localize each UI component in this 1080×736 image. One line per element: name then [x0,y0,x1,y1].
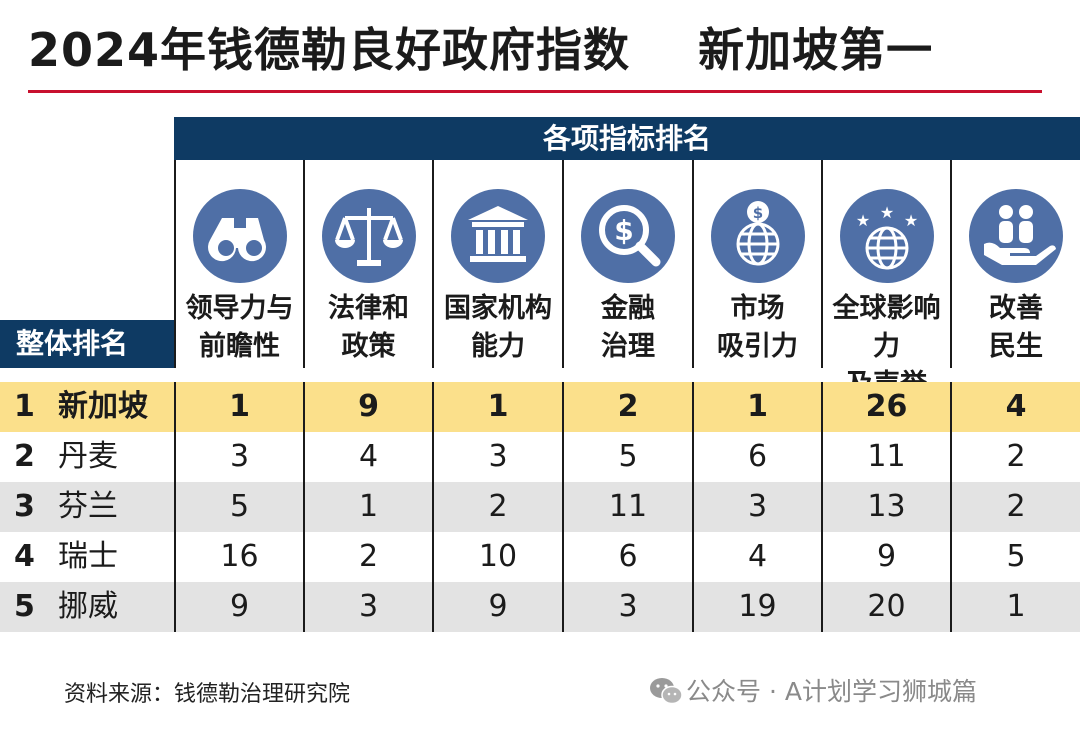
rank-cell: 2 [303,532,432,582]
country-name: 瑞士 [58,539,118,574]
binoculars-icon [192,189,287,283]
globe-stars-icon: ★ ★ ★ [839,189,934,283]
indicator-label: 改善 民生 [952,290,1080,366]
overall-rank: 4 [14,539,35,574]
globe-dollar-icon: $ [710,189,805,283]
indicator-label-line: 金融 [601,293,655,324]
rank-cell: 5 [950,532,1080,582]
rank-cell: 5 [174,482,303,532]
overall-rank-header: 整体排名 [0,320,174,368]
rank-cell: 13 [821,482,950,532]
rank-cell: 1 [950,582,1080,632]
indicator-label: 领导力与 前瞻性 [176,290,303,366]
indicator-label-line: 市场 [730,293,785,324]
rank-cell: 3 [303,582,432,632]
rank-cell: 1 [174,382,303,432]
page-title: 2024年钱德勒良好政府指数 新加坡第一 [28,23,934,77]
rank-cell: 3 [692,482,821,532]
rank-cell: 3 [432,432,562,482]
indicator-column: 国家机构 能力 [432,160,562,368]
indicator-label-line: 治理 [601,331,655,362]
rank-cell: 3 [562,582,692,632]
rank-cell: 3 [174,432,303,482]
rank-cell: 26 [821,382,950,432]
rank-cell: 4 [950,382,1080,432]
source-note: 资料来源：钱德勒治理研究院 [64,682,351,707]
people-hand-icon [969,189,1063,283]
rank-cell: 1 [692,382,821,432]
indicator-label: 市场 吸引力 [694,290,821,366]
rank-cell: 1 [303,482,432,532]
indicator-column: $ 市场吸引力 [692,160,821,368]
indicator-label-line: 前瞻性 [199,331,280,362]
indicator-label-line: 全球影响力 [832,293,941,362]
country-name: 芬兰 [58,489,118,524]
table-row: 2 丹麦 3 4 3 5 6 11 2 [0,432,1080,482]
rank-cell: 10 [432,532,562,582]
indicator-label: 法律和 政策 [305,290,432,366]
rank-cell: 6 [562,532,692,582]
overall-rank: 5 [14,589,35,624]
rank-cell: 11 [821,432,950,482]
country-name: 挪威 [58,589,118,624]
indicator-label-line: 能力 [471,331,525,362]
indicator-column: 领导力与 前瞻性 [174,160,303,368]
indicator-label-line: 吸引力 [717,331,798,362]
indicator-header-bar: 各项指标排名 [174,117,1080,160]
rank-cell: 11 [562,482,692,532]
indicator-label-line: 国家机构 [444,293,552,324]
scales-icon [321,189,416,283]
country-name: 丹麦 [58,439,118,474]
svg-text:★: ★ [879,203,893,222]
indicator-label: 金融 治理 [564,290,692,366]
rank-cell: 9 [432,582,562,632]
svg-text:★: ★ [903,211,917,230]
rank-cell: 9 [821,532,950,582]
rank-cell: 2 [950,482,1080,532]
svg-text:★: ★ [855,211,869,230]
svg-text:$: $ [752,204,762,222]
indicator-label-line: 政策 [341,331,396,362]
indicator-label: 国家机构 能力 [434,290,562,366]
indicator-label-line: 领导力与 [185,293,294,324]
indicator-label-line: 法律和 [328,293,409,324]
table-row: 5 挪威 9 3 9 3 19 20 1 [0,582,1080,632]
country-name: 新加坡 [58,389,148,424]
rank-cell: 4 [692,532,821,582]
indicator-label-line: 民生 [989,331,1043,362]
rank-cell: 9 [303,382,432,432]
svg-text:$: $ [614,214,633,247]
title-underline [28,90,1042,93]
indicator-label-line: 改善 [989,293,1043,324]
rank-cell: 4 [303,432,432,482]
indicator-column: 改善 民生 [950,160,1080,368]
rank-cell: 2 [562,382,692,432]
wechat-icon [650,678,683,705]
dollar-magnifier-icon: $ [581,189,675,283]
rank-cell: 9 [174,582,303,632]
rank-cell: 2 [950,432,1080,482]
rank-cell: 1 [432,382,562,432]
watermark-text: 公众号 · A计划学习狮城篇 [686,677,977,706]
table-row: 1 新加坡 1 9 1 2 1 26 4 [0,382,1080,432]
table-row: 4 瑞士 16 2 10 6 4 9 5 [0,532,1080,582]
rank-cell: 5 [562,432,692,482]
table-row: 3 芬兰 5 1 2 11 3 13 2 [0,482,1080,532]
rank-cell: 19 [692,582,821,632]
overall-rank: 1 [14,389,35,424]
indicator-column: 法律和 政策 [303,160,432,368]
indicator-column: ★★★全球影响力及声誉 [821,160,950,400]
rank-cell: 2 [432,482,562,532]
overall-rank: 3 [14,489,35,524]
indicator-column: $ 金融治理 [562,160,692,368]
rank-cell: 20 [821,582,950,632]
overall-rank: 2 [14,439,35,474]
institution-building-icon [451,189,545,283]
rank-cell: 16 [174,532,303,582]
watermark: 公众号 · A计划学习狮城篇 [642,672,977,708]
rank-cell: 6 [692,432,821,482]
